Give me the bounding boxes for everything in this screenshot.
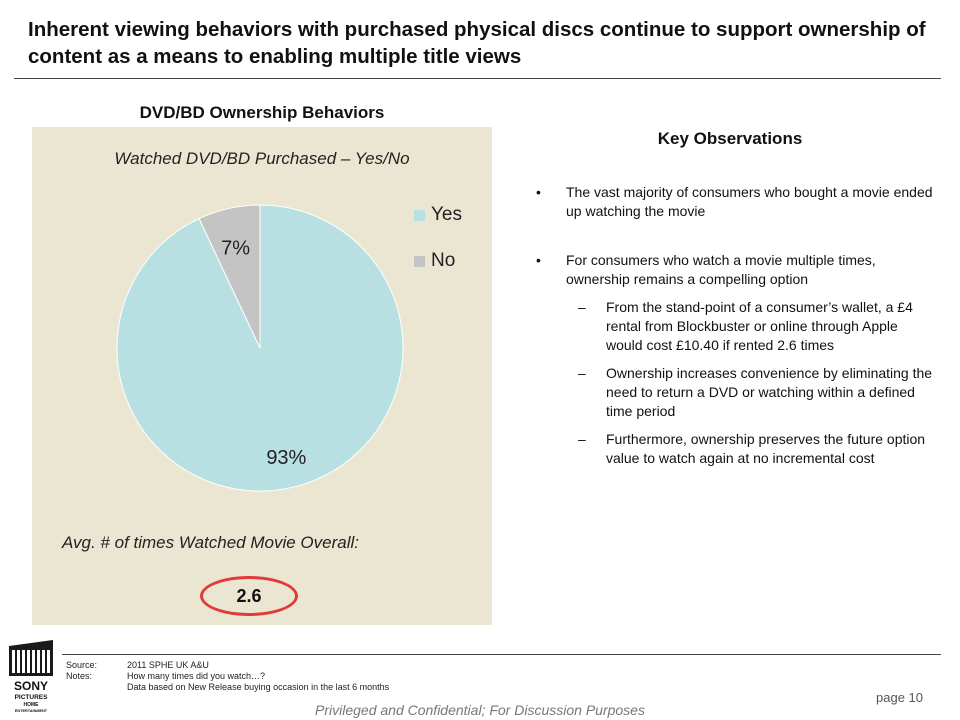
legend-swatch-yes — [414, 209, 425, 221]
logo-text-sony: SONY — [14, 679, 48, 693]
bullet-marker: • — [536, 184, 541, 200]
observation-sub-bullet: – From the stand-point of a consumer’s w… — [528, 298, 936, 355]
avg-watched-label: Avg. # of times Watched Movie Overall: — [62, 533, 359, 552]
page-title: Inherent viewing behaviors with purchase… — [28, 18, 926, 68]
bullet-marker: • — [536, 252, 541, 268]
observation-sub-bullet: – Ownership increases convenience by eli… — [528, 364, 936, 421]
bullet-text: For consumers who watch a movie multiple… — [566, 252, 876, 287]
observations-list: • The vast majority of consumers who bou… — [528, 183, 948, 477]
notes-line: Notes: How many times did you watch…? — [66, 671, 389, 682]
observation-sub-bullet: – Furthermore, ownership preserves the f… — [528, 430, 936, 468]
legend-swatch-no — [414, 255, 425, 267]
logo-text-pictures: PICTURES — [15, 694, 49, 701]
page-number: page 10 — [876, 690, 923, 705]
sub-bullet-text: From the stand-point of a consumer’s wal… — [606, 299, 913, 353]
observation-bullet: • The vast majority of consumers who bou… — [528, 183, 936, 221]
avg-watched-value: 2.6 — [236, 586, 262, 606]
sub-bullet-marker: – — [578, 299, 586, 315]
legend-item-yes: Yes — [414, 203, 462, 227]
notes-key: Notes: — [66, 671, 93, 681]
chart-legend: Yes No — [414, 203, 462, 295]
source-key: Source: — [66, 660, 98, 670]
observation-bullet: • For consumers who watch a movie multip… — [528, 251, 936, 289]
notes-value-1: How many times did you watch…? — [127, 671, 266, 681]
legend-item-no: No — [414, 249, 462, 273]
source-value: 2011 SPHE UK A&U — [127, 660, 209, 670]
chart-panel: Watched DVD/BD Purchased – Yes/No 93% 7% … — [32, 127, 492, 625]
logo-text-entertainment: ENTERTAINMENT — [15, 709, 48, 713]
logo-text-home: HOME — [24, 702, 40, 708]
legend-label-yes: Yes — [431, 204, 462, 225]
pie-data-label-no: 7% — [221, 238, 250, 260]
pie-slice-no — [198, 204, 261, 349]
footer-divider — [62, 654, 941, 655]
sub-bullet-marker: – — [578, 431, 586, 447]
legend-label-no: No — [431, 250, 456, 271]
chart-title: DVD/BD Ownership Behaviors — [139, 103, 385, 122]
confidential-note: Privileged and Confidential; For Discuss… — [315, 702, 645, 718]
sub-bullet-text: Ownership increases convenience by elimi… — [606, 365, 933, 419]
source-notes: Source: 2011 SPHE UK A&U Notes: How many t… — [66, 660, 389, 693]
notes-line-2: Data based on New Release buying occasio… — [66, 682, 389, 693]
avg-highlight-oval — [200, 576, 298, 616]
pie-data-label-yes: 93% — [266, 447, 306, 469]
title-divider — [14, 78, 941, 79]
source-line: Source: 2011 SPHE UK A&U — [66, 660, 389, 671]
sub-bullet-text: Furthermore, ownership preserves the fut… — [606, 431, 926, 466]
bullet-text: The vast majority of consumers who bough… — [566, 184, 933, 219]
sub-bullet-marker: – — [578, 365, 586, 381]
sony-pictures-logo: SONY PICTURES HOME ENTERTAINMENT — [9, 640, 53, 713]
chart-subtitle: Watched DVD/BD Purchased – Yes/No — [114, 149, 410, 168]
pie-chart: 93% 7% — [116, 204, 404, 492]
notes-value-2: Data based on New Release buying occasio… — [127, 682, 390, 692]
observations-title: Key Observations — [657, 129, 803, 148]
